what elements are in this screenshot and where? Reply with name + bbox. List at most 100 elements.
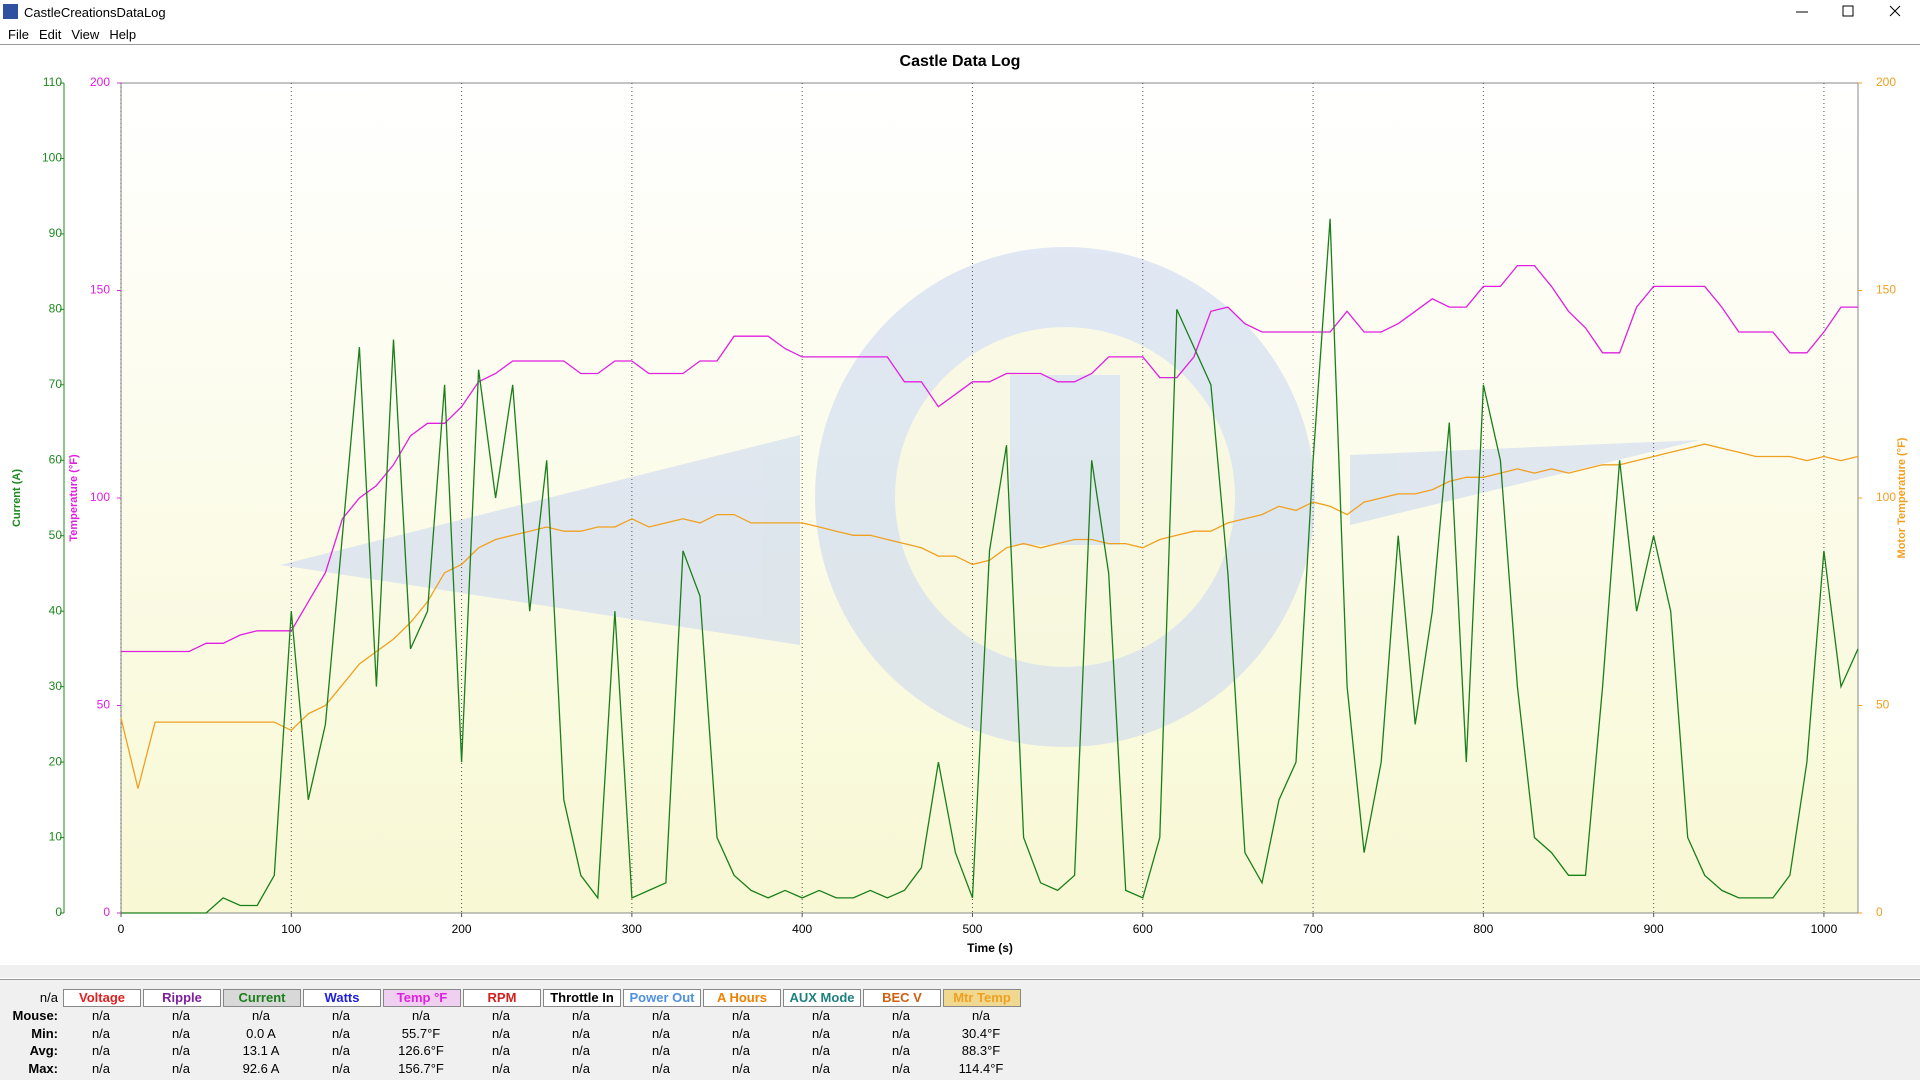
stat-value: n/a (651, 1060, 671, 1076)
menu-item[interactable]: Help (109, 27, 137, 42)
scrollbar[interactable] (0, 965, 1920, 978)
stat-value: n/a (171, 1060, 191, 1076)
logo-wing (280, 435, 800, 645)
stat-value: n/a (811, 1008, 831, 1023)
x-tick-label: 200 (452, 922, 472, 936)
x-tick-label: 800 (1473, 922, 1493, 936)
close-button[interactable] (1889, 5, 1901, 17)
stat-value: 55.7°F (401, 1025, 441, 1041)
column-header: Ripple (143, 989, 221, 1007)
stat-value: 0.0 A (246, 1025, 276, 1041)
y-tick-label: 0 (55, 905, 62, 919)
y-tick-label: 40 (49, 603, 63, 617)
row-label: Min: (31, 1025, 58, 1041)
stat-value: n/a (571, 1025, 591, 1041)
stat-value: n/a (171, 1043, 191, 1058)
stat-value: 30.4°F (961, 1025, 1001, 1041)
y-tick-label: 20 (49, 754, 63, 768)
stat-value: n/a (251, 1008, 271, 1023)
stat-value: n/a (491, 1008, 511, 1023)
y-tick-label: 50 (49, 528, 63, 542)
y3-tick-label: 100 (1876, 490, 1896, 504)
y-tick-label: 90 (49, 226, 63, 240)
stat-value: n/a (491, 1043, 511, 1058)
app-icon (3, 4, 18, 19)
column-header: BEC V (863, 989, 941, 1007)
y-tick-label: 70 (49, 377, 63, 391)
column-header: Power Out (623, 989, 701, 1007)
column-header: RPM (463, 989, 541, 1007)
x-tick-label: 500 (962, 922, 982, 936)
column-header: Throttle In (543, 989, 621, 1007)
column-header: Watts (303, 989, 381, 1007)
stat-value: n/a (331, 1060, 351, 1076)
y-tick-label: 60 (49, 452, 63, 466)
stat-value: n/a (651, 1025, 671, 1041)
row-label: Max: (28, 1060, 58, 1076)
y-tick-label: 110 (43, 75, 62, 89)
stat-value: n/a (811, 1025, 831, 1041)
y2-tick-label: 100 (90, 490, 110, 504)
stat-value: 88.3°F (961, 1043, 1001, 1058)
y-tick-label: 30 (49, 679, 63, 693)
stat-value: n/a (331, 1025, 351, 1041)
stat-value: n/a (331, 1008, 351, 1023)
x-axis-title: Time (s) (967, 941, 1013, 955)
stat-value: n/a (171, 1008, 191, 1023)
stat-value: n/a (891, 1043, 911, 1058)
maximize-button[interactable] (1842, 5, 1854, 17)
column-header: Temp °F (383, 989, 461, 1007)
y2-tick-label: 0 (103, 905, 110, 919)
x-tick-label: 100 (281, 922, 301, 936)
stats-corner: n/a (39, 990, 58, 1005)
column-header: Current (223, 989, 301, 1007)
stat-value: n/a (731, 1025, 751, 1041)
stat-value: n/a (91, 1025, 111, 1041)
series-line (121, 264, 1858, 653)
title-bar: CastleCreationsDataLog (0, 0, 1920, 27)
stat-value: n/a (811, 1043, 831, 1058)
y3-tick-label: 150 (1876, 283, 1896, 297)
menu-item[interactable]: File (8, 27, 29, 42)
window-title: CastleCreationsDataLog (24, 5, 166, 20)
stat-value: n/a (91, 1060, 111, 1076)
stat-value: n/a (891, 1060, 911, 1076)
column-header: AUX Mode (783, 989, 861, 1007)
x-tick-label: 900 (1644, 922, 1664, 936)
stat-value: n/a (91, 1043, 111, 1058)
stat-value: 92.6 A (242, 1060, 280, 1076)
stat-value: 126.6°F (398, 1043, 444, 1058)
y-tick-label: 100 (42, 151, 62, 165)
stat-value: n/a (891, 1008, 911, 1023)
y3-tick-label: 200 (1876, 75, 1896, 89)
stat-value: n/a (731, 1008, 751, 1023)
stat-value: 13.1 A (242, 1043, 280, 1058)
menu-item[interactable]: Edit (38, 27, 62, 42)
stat-value: n/a (571, 1060, 591, 1076)
x-tick-label: 300 (622, 922, 642, 936)
column-header: Mtr Temp (943, 989, 1021, 1007)
y-tick-label: 10 (49, 830, 63, 844)
x-tick-label: 0 (118, 922, 125, 936)
stat-value: n/a (491, 1060, 511, 1076)
stat-value: n/a (571, 1043, 591, 1058)
stat-value: n/a (491, 1025, 511, 1041)
stat-value: n/a (571, 1008, 591, 1023)
x-tick-label: 1000 (1811, 922, 1838, 936)
column-header: Voltage (63, 989, 141, 1007)
stat-value: n/a (731, 1060, 751, 1076)
menu-bar: File Edit View Help (0, 27, 1920, 45)
stat-value: 156.7°F (398, 1060, 444, 1076)
x-tick-label: 600 (1133, 922, 1153, 936)
y2-axis-title: Temperature (°F) (68, 454, 80, 542)
stats-panel: n/a Voltage Ripple Current Watts Temp °F RPM Th… (0, 980, 1920, 1080)
y3-axis-title: Motor Temperature (°F) (1896, 437, 1908, 558)
y3-tick-label: 50 (1876, 698, 1890, 712)
x-tick-label: 700 (1303, 922, 1323, 936)
y-tick-label: 80 (49, 302, 63, 316)
stat-value: n/a (91, 1008, 111, 1023)
row-label: Avg: (29, 1043, 58, 1058)
menu-item[interactable]: View (71, 27, 100, 42)
watermark-logo (280, 247, 1700, 747)
